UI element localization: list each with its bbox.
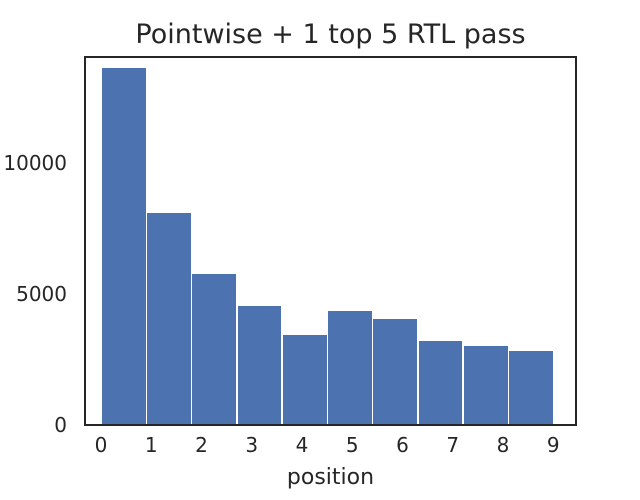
x-tick-label-7: 7 — [446, 433, 460, 457]
x-tick-label-5: 5 — [345, 433, 359, 457]
bar-position-0 — [102, 68, 146, 424]
x-tick-label-3: 3 — [245, 433, 259, 457]
bar-position-7 — [418, 341, 463, 424]
bar-position-4 — [282, 335, 327, 424]
y-tick-label-0: 0 — [54, 413, 67, 437]
x-axis-label: position — [286, 465, 375, 490]
bar-position-6 — [373, 319, 418, 424]
x-tick-label-4: 4 — [295, 433, 309, 457]
y-tick-label-10000: 10000 — [3, 151, 67, 175]
bar-position-9 — [508, 351, 553, 424]
chart-title: Pointwise + 1 top 5 RTL pass — [135, 19, 526, 50]
y-tick-label-5000: 5000 — [16, 282, 67, 306]
plot-area — [84, 56, 577, 426]
bar-position-1 — [147, 213, 192, 424]
bar-position-8 — [463, 346, 508, 424]
x-tick-label-0: 0 — [94, 433, 108, 457]
x-tick-label-9: 9 — [546, 433, 560, 457]
bar-position-5 — [328, 311, 372, 424]
x-tick-label-1: 1 — [144, 433, 158, 457]
bar-position-2 — [192, 274, 237, 424]
x-tick-label-6: 6 — [396, 433, 409, 457]
x-tick-label-2: 2 — [195, 433, 208, 457]
x-tick-label-8: 8 — [496, 433, 510, 457]
bar-position-3 — [237, 306, 282, 424]
